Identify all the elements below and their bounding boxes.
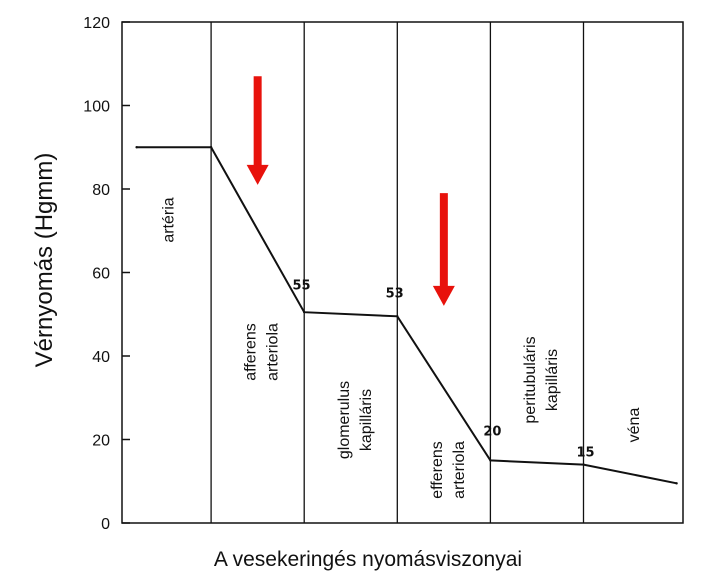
- value-annotation: 53: [386, 287, 404, 302]
- data-point: [209, 146, 213, 149]
- y-tick-label: 20: [92, 433, 110, 450]
- segment-label: artéria: [161, 197, 178, 242]
- red-arrow-head: [432, 285, 455, 306]
- segment-label-line: peritubuláris: [522, 336, 539, 423]
- value-annotation: 20: [483, 425, 501, 440]
- segment-label: afferens arteriola: [243, 323, 282, 381]
- value-annotation: 15: [576, 445, 594, 460]
- data-point: [303, 310, 306, 314]
- y-tick-label: 100: [83, 99, 110, 116]
- segment-label-line: arteriola: [265, 323, 282, 381]
- value-annotation: 55: [292, 278, 310, 293]
- data-point: [582, 463, 585, 466]
- red-arrows: [246, 76, 455, 306]
- segment-label-line: glomerulus: [336, 381, 353, 459]
- segment-label-line: efferens: [429, 441, 446, 499]
- red-arrow-head: [246, 164, 269, 185]
- value-annotations: 55 53 20 15: [292, 278, 594, 460]
- y-tick-label: 120: [83, 15, 110, 32]
- segment-labels: artéria afferens arteriola glomerulus kapill…: [161, 197, 643, 499]
- data-point: [396, 315, 399, 318]
- y-axis-label: Vérnyomás (Hgmm): [31, 153, 58, 368]
- segment-label: glomerulus kapilláris: [336, 381, 375, 459]
- segment-label-line: véna: [626, 408, 643, 443]
- data-points: [135, 146, 678, 485]
- data-point: [675, 482, 678, 485]
- x-axis-label: A vesekeringés nyomásviszonyai: [214, 548, 522, 571]
- segment-label: efferens arteriola: [429, 441, 468, 499]
- segment-dividers: [210, 22, 585, 523]
- segment-label-line: afferens: [243, 323, 260, 381]
- segment-label-line: artéria: [161, 197, 178, 242]
- segment-label: peritubuláris kapilláris: [522, 336, 561, 423]
- y-tick-label: 80: [92, 182, 110, 199]
- pressure-line: [136, 146, 677, 485]
- data-point: [135, 146, 138, 149]
- y-tick-label: 0: [101, 516, 110, 533]
- segment-label: véna: [626, 408, 643, 443]
- y-tick-label: 60: [92, 266, 110, 283]
- segment-label-line: kapilláris: [358, 389, 375, 451]
- data-point: [489, 459, 492, 462]
- segment-label-line: arteriola: [451, 441, 468, 499]
- y-axis-ticks: 0 20 40 60 80 100 120: [83, 15, 130, 533]
- plot-frame: [121, 21, 684, 524]
- segment-label-line: kapilláris: [544, 349, 561, 411]
- y-tick-label: 40: [92, 349, 110, 366]
